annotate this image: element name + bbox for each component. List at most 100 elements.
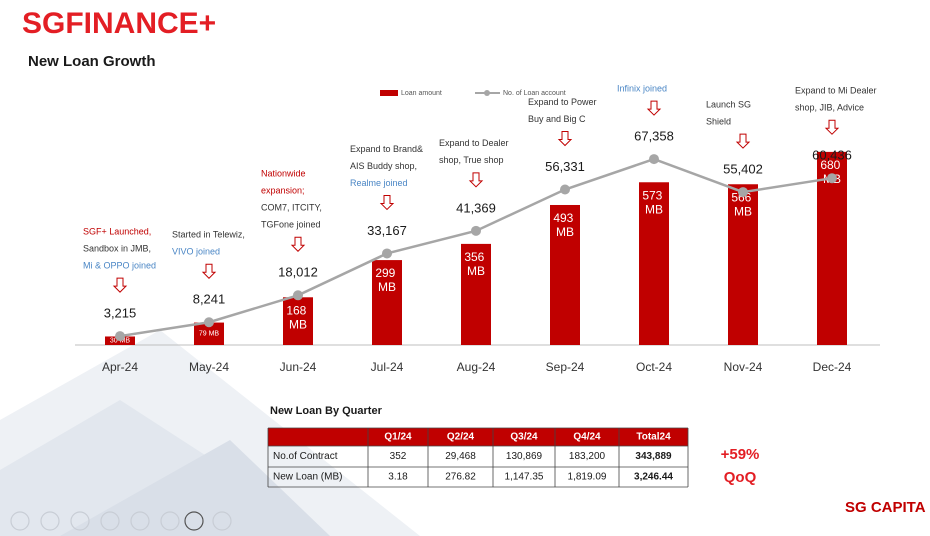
- bar-label: 356 MB: [464, 250, 487, 278]
- annotation-text: TGFone joined: [261, 220, 321, 230]
- column-header: Q2/24: [447, 432, 475, 443]
- line-point: [649, 154, 659, 165]
- row-label: No.of Contract: [273, 451, 338, 462]
- toolbar-button[interactable]: [70, 511, 90, 531]
- line-point: [560, 184, 570, 195]
- toolbar-button[interactable]: [130, 511, 150, 531]
- annotation-text: VIVO joined: [172, 247, 220, 257]
- bar: [372, 260, 402, 345]
- annotation-text: Expand to Brand&: [350, 144, 423, 154]
- x-tick-label: Nov-24: [724, 360, 763, 374]
- column-header: Total24: [636, 432, 671, 443]
- table-cell: 343,889: [635, 451, 672, 462]
- bg-shape: [60, 440, 330, 536]
- toolbar: [10, 511, 232, 531]
- x-tick-label: Jul-24: [371, 360, 404, 374]
- table-cell: 352: [390, 451, 407, 462]
- slide-title: New Loan Growth: [28, 53, 156, 70]
- line-label: 33,167: [367, 223, 407, 238]
- bar: [550, 204, 580, 345]
- annotation-arrow: [646, 100, 662, 116]
- row-label: New Loan (MB): [273, 472, 342, 483]
- line-label: 60,436: [812, 148, 852, 163]
- annotation-text: Expand to Dealer: [439, 138, 509, 148]
- annotation-text: Launch SG: [706, 99, 751, 109]
- x-tick-label: Sep-24: [546, 360, 585, 374]
- table-cell: 276.82: [445, 472, 476, 483]
- legend-label: No. of Loan account: [503, 90, 566, 97]
- toolbar-button[interactable]: [40, 511, 60, 531]
- table-cell: 183,200: [569, 451, 606, 462]
- annotation-text: SGF+ Launched,: [83, 227, 151, 237]
- legend-swatch: [380, 90, 398, 96]
- line-label: 67,358: [634, 129, 674, 144]
- annotation-arrow: [112, 277, 128, 293]
- x-tick-label: Apr-24: [102, 360, 138, 374]
- annotation-text: Started in Telewiz,: [172, 230, 245, 240]
- table-cell: 1,147.35: [505, 472, 544, 483]
- bar: [817, 151, 847, 345]
- table-cell: 130,869: [506, 451, 543, 462]
- annotation-arrow: [824, 119, 840, 135]
- line-label: 3,215: [104, 306, 137, 321]
- annotation-text: COM7, ITCITY,: [261, 203, 322, 213]
- toolbar-button[interactable]: [160, 511, 180, 531]
- table-cell: 3,246.44: [634, 472, 673, 483]
- line-point: [827, 173, 837, 184]
- bar-label: 168 MB: [286, 303, 309, 331]
- toolbar-button[interactable]: [212, 511, 232, 531]
- table-cell: 1,819.09: [568, 472, 607, 483]
- line-label: 41,369: [456, 200, 496, 215]
- line-point: [382, 248, 392, 259]
- annotation-arrow: [468, 172, 484, 188]
- x-tick-label: Jun-24: [280, 360, 317, 374]
- bar-label: 566 MB: [731, 190, 754, 218]
- bar: [283, 297, 313, 345]
- line-point: [115, 331, 125, 342]
- toolbar-button[interactable]: [100, 511, 120, 531]
- annotation-text: AIS Buddy shop,: [350, 161, 417, 171]
- legend-swatch: [484, 90, 490, 96]
- annotation-text: Mi & OPPO joined: [83, 261, 156, 271]
- table-cell: 29,468: [445, 451, 476, 462]
- line-label: 18,012: [278, 265, 318, 280]
- annotation-arrow: [290, 236, 306, 252]
- line-point: [204, 317, 214, 328]
- toolbar-button[interactable]: [10, 511, 30, 531]
- footer-brand: SG CAPITA: [845, 499, 926, 516]
- line-point: [471, 225, 481, 236]
- annotation-arrow: [379, 194, 395, 211]
- table-cell: 3.18: [388, 472, 408, 483]
- annotation-text: Infinix joined: [617, 83, 667, 93]
- bar-label: 680 MB: [820, 158, 843, 186]
- annotation-arrow: [201, 263, 217, 279]
- legend-label: Loan amount: [401, 90, 442, 97]
- annotation-text: shop, JIB, Advice: [795, 103, 864, 113]
- x-tick-label: May-24: [189, 360, 229, 374]
- bar-label: 79 MB: [199, 331, 220, 338]
- annotation-text: expansion;: [261, 186, 305, 196]
- x-tick-label: Dec-24: [813, 360, 852, 374]
- annotation-text: shop, True shop: [439, 155, 504, 165]
- bar-label: 573 MB: [642, 188, 665, 216]
- bar-label: 299 MB: [375, 266, 398, 294]
- column-header: Q3/24: [510, 432, 538, 443]
- line-point: [293, 290, 303, 301]
- line-label: 55,402: [723, 162, 763, 177]
- growth-value: +59%: [721, 446, 760, 463]
- bar: [461, 243, 491, 345]
- bar: [194, 322, 224, 345]
- table: New Loan By Quarter Q1/24 Q2/24 Q3/24 Q4/24…: [267, 405, 689, 488]
- line-label: 56,331: [545, 159, 585, 174]
- column-header: Q1/24: [384, 432, 412, 443]
- annotation-text: Shield: [706, 116, 731, 126]
- table-title: New Loan By Quarter: [270, 405, 383, 417]
- table-header-bg: [268, 428, 688, 446]
- annotation-text: Expand to Mi Dealer: [795, 86, 877, 96]
- annotation-text: Buy and Big C: [528, 114, 586, 124]
- bar-label: 493 MB: [553, 211, 576, 239]
- growth-label: QoQ: [724, 469, 757, 486]
- toolbar-button[interactable]: [184, 511, 204, 531]
